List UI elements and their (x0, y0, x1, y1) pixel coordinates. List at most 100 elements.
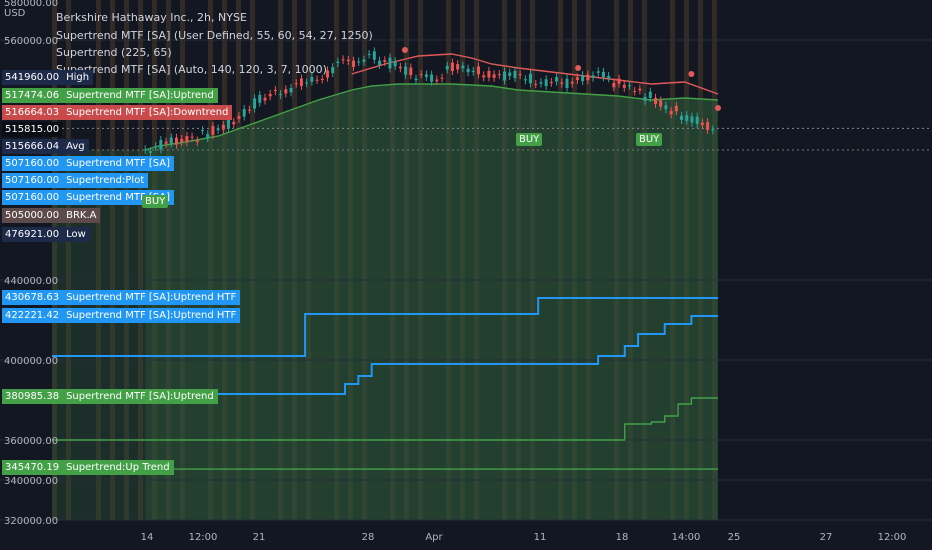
legend-indicator-3[interactable]: Supertrend MTF [SA] (Auto, 140, 120, 3, … (56, 63, 327, 76)
candle-body-19 (242, 109, 246, 117)
price-label-name: Supertrend MTF [SA]:Uptrend (62, 88, 218, 103)
price-label[interactable]: 515815.00 (2, 122, 63, 137)
candle-body-66 (487, 70, 491, 78)
candle-body-65 (482, 75, 486, 78)
candle-body-61 (461, 65, 465, 69)
candle-body-105 (690, 116, 694, 123)
price-label[interactable]: 422221.42 Supertrend MTF [SA]:Uptrend HTF (2, 308, 241, 323)
price-label-name: High (62, 70, 94, 85)
price-label[interactable]: 515666.04 Avg (2, 139, 89, 154)
candle-body-68 (497, 74, 501, 76)
candle-body-107 (700, 122, 704, 126)
candle-body-50 (404, 66, 408, 75)
price-label[interactable]: 380985.38 Supertrend MTF [SA]:Uptrend (2, 389, 218, 404)
candle-body-20 (247, 109, 251, 111)
candle-body-12 (206, 134, 210, 139)
price-label-value: 380985.38 (2, 389, 63, 404)
price-label-value: 515666.04 (2, 139, 63, 154)
candle-body-5 (169, 137, 173, 144)
candle-body-69 (503, 71, 507, 81)
candle-body-85 (586, 74, 590, 81)
series-line-2 (52, 397, 718, 441)
price-label[interactable]: 507160.00 Supertrend MTF [SA] (2, 156, 175, 171)
uptrend-fill (145, 84, 719, 520)
candle-body-52 (414, 78, 418, 81)
candle-body-28 (289, 87, 293, 93)
price-label-name: BRK.A (62, 208, 101, 223)
candle-body-2 (154, 146, 158, 148)
price-label[interactable]: 541960.00 High (2, 70, 94, 85)
candle-body-101 (669, 110, 673, 115)
price-label[interactable]: 476921.00 Low (2, 227, 90, 242)
x-tick-label-2: 21 (253, 532, 266, 543)
price-label-value: 515815.00 (2, 122, 63, 137)
candle-body-84 (581, 75, 585, 82)
downtrend-dot-3 (715, 105, 721, 111)
price-label-value: 541960.00 (2, 70, 63, 85)
candle-body-42 (362, 59, 366, 62)
candle-body-108 (706, 122, 710, 130)
candle-body-75 (534, 84, 538, 86)
candle-body-41 (357, 61, 361, 63)
price-label-value: 507160.00 (2, 156, 63, 171)
price-label-value: 345470.19 (2, 460, 63, 475)
price-label-value: 422221.42 (2, 308, 63, 323)
price-label-value: 507160.00 (2, 190, 63, 205)
y-tick-label-0: 560000.00 (4, 36, 58, 47)
candle-body-63 (471, 70, 475, 72)
candle-body-76 (539, 82, 543, 84)
candle-body-40 (352, 60, 356, 67)
downtrend-dot-2 (688, 71, 695, 77)
legend-indicator-1[interactable]: Supertrend MTF [SA] (User Defined, 55, 6… (56, 29, 373, 42)
candle-body-13 (211, 125, 215, 136)
candle-body-55 (430, 74, 434, 82)
price-label[interactable]: 505000.00 BRK.A (2, 208, 101, 223)
price-label[interactable]: 430678.63 Supertrend MTF [SA]:Uptrend HTF (2, 290, 241, 305)
candle-body-46 (383, 60, 387, 62)
candle-body-51 (409, 67, 413, 76)
candle-body-106 (695, 116, 699, 124)
x-tick-label-7: 14:00 (672, 532, 701, 543)
series-line-4 (145, 83, 719, 151)
candle-body-24 (268, 93, 272, 97)
y-tick-label-2: 400000.00 (4, 356, 58, 367)
price-label-name: Supertrend MTF [SA]:Uptrend HTF (62, 308, 241, 323)
price-label-value: 505000.00 (2, 208, 63, 223)
price-label[interactable]: 516664.03 Supertrend MTF [SA]:Downtrend (2, 105, 233, 120)
candle-body-30 (299, 78, 303, 87)
x-tick-label-0: 14 (141, 532, 154, 543)
candle-body-103 (680, 115, 684, 120)
candle-body-34 (320, 79, 324, 81)
x-tick-label-4: Apr (425, 532, 443, 543)
candle-body-94 (633, 90, 637, 92)
y-tick-label-1: 440000.00 (4, 276, 58, 287)
price-label[interactable]: 507160.00 Supertrend:Plot (2, 173, 149, 188)
series-line-5 (351, 53, 719, 95)
price-label-name: Supertrend MTF [SA]:Uptrend HTF (62, 290, 241, 305)
candle-body-53 (419, 74, 423, 76)
candle-body-49 (398, 66, 402, 69)
candle-body-45 (378, 60, 382, 65)
price-label[interactable]: 517474.06 Supertrend MTF [SA]:Uptrend (2, 88, 218, 103)
x-tick-label-9: 27 (820, 532, 833, 543)
session-stripe-2 (96, 0, 101, 520)
candle-body-62 (466, 68, 470, 73)
price-label-name: Low (62, 227, 90, 242)
price-label-name: Supertrend:Plot (62, 173, 149, 188)
candle-body-71 (513, 70, 517, 79)
candle-body-21 (253, 98, 257, 109)
candle-body-14 (216, 128, 220, 131)
x-tick-label-10: 12:00 (878, 532, 907, 543)
legend-indicator-2[interactable]: Supertrend (225, 65) (56, 46, 172, 59)
x-tick-label-1: 12:00 (189, 532, 218, 543)
y-tick-label-4: 340000.00 (4, 476, 58, 487)
price-label[interactable]: 345470.19 Supertrend:Up Trend (2, 460, 174, 475)
x-tick-label-5: 11 (534, 532, 547, 543)
candle-body-7 (180, 138, 184, 143)
candle-body-17 (232, 121, 236, 125)
x-tick-label-6: 18 (616, 532, 629, 543)
session-stripe-4 (124, 0, 129, 520)
candle-body-33 (315, 79, 319, 81)
price-label-value: 516664.03 (2, 105, 63, 120)
